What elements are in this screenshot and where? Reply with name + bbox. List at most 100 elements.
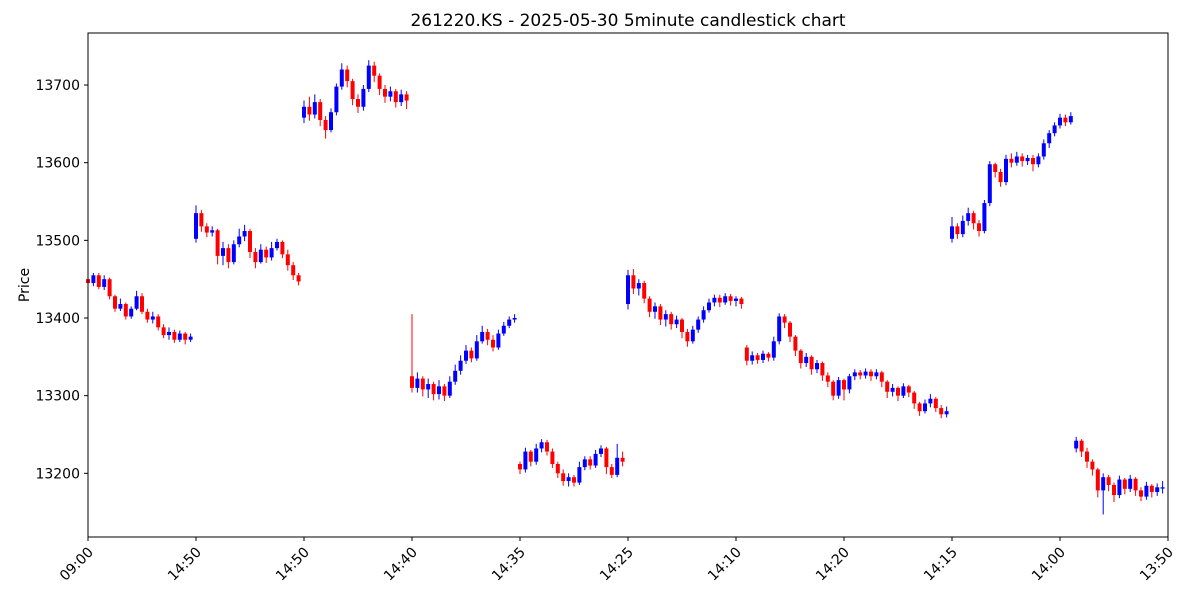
candle-body <box>248 231 252 252</box>
candle-body <box>356 99 360 107</box>
candle-body <box>885 381 890 392</box>
candle-body <box>1025 158 1030 162</box>
candle-body <box>204 226 209 233</box>
candle-body <box>226 248 231 263</box>
candle-body <box>966 213 971 221</box>
candle-body <box>782 316 787 323</box>
candle-body <box>815 363 819 370</box>
candle-body <box>1014 156 1019 163</box>
candle-body <box>545 442 549 452</box>
candle-body <box>339 69 344 87</box>
candle-body <box>420 378 425 390</box>
candle-body <box>771 341 776 358</box>
candle-body <box>318 102 323 120</box>
candle-body <box>210 230 215 233</box>
candle-body <box>626 275 630 305</box>
candle-body <box>690 329 695 342</box>
candle-body <box>572 477 576 483</box>
candle-body <box>123 304 128 317</box>
candle-body <box>91 275 96 284</box>
candle-body <box>534 448 539 462</box>
candle-body <box>518 464 522 470</box>
candle-body <box>485 331 490 340</box>
candle-body <box>761 353 765 360</box>
candle-body <box>145 311 150 320</box>
candle-body <box>442 386 447 396</box>
candle-body <box>669 314 674 325</box>
y-tick-label: 13600 <box>35 156 80 172</box>
candle-body <box>852 372 857 377</box>
candle-body <box>410 376 414 388</box>
candle-body <box>820 363 825 376</box>
candle-body <box>685 331 690 342</box>
candle-body <box>507 319 512 326</box>
candle-body <box>253 251 258 263</box>
y-tick-label: 13300 <box>35 389 80 405</box>
candle-body <box>912 392 917 404</box>
candle-body <box>242 231 247 237</box>
candle-body <box>1036 156 1041 165</box>
candle-body <box>107 279 112 297</box>
candle-body <box>496 333 501 348</box>
candle-body <box>615 457 620 475</box>
candle-body <box>933 398 938 409</box>
candle-body <box>566 477 571 482</box>
candle-body <box>971 213 976 224</box>
candle-body <box>696 319 701 330</box>
candle-body <box>447 381 452 396</box>
candle-body <box>863 371 868 376</box>
candle-body <box>599 448 603 454</box>
candle-body <box>183 333 188 340</box>
candle-body <box>140 296 144 312</box>
candle-body <box>869 371 873 377</box>
candle-body <box>658 306 663 320</box>
y-tick-label: 13500 <box>35 233 80 249</box>
candle-body <box>647 298 652 312</box>
candle-body <box>955 226 960 235</box>
candle-body <box>928 398 933 404</box>
candle-body <box>458 360 463 371</box>
candle-body <box>296 275 301 282</box>
candle-body <box>118 304 123 309</box>
chart-title: 261220.KS - 2025-05-30 5minute candlesti… <box>410 11 846 31</box>
candle-body <box>1009 158 1014 163</box>
candle-body <box>701 310 706 320</box>
candle-body <box>847 376 852 390</box>
candle-body <box>156 316 161 328</box>
candle-body <box>906 386 911 393</box>
x-tick-label: 14:20 <box>813 545 853 585</box>
candle-body <box>1020 156 1025 162</box>
candle-body <box>334 86 339 113</box>
candle-body <box>777 316 782 342</box>
y-tick-label: 13400 <box>35 311 80 327</box>
candle-body <box>734 298 738 301</box>
candle-body <box>766 353 771 358</box>
candle-body <box>809 356 814 370</box>
candle-body <box>469 350 474 359</box>
candle-body <box>96 275 101 287</box>
candle-body <box>728 296 733 301</box>
candle-body <box>150 316 155 320</box>
candle-body <box>1031 158 1035 165</box>
candle-body <box>977 223 981 232</box>
candle-body <box>388 91 393 97</box>
candle-body <box>588 459 593 466</box>
candle-body <box>636 283 641 289</box>
candle-body <box>1149 485 1154 492</box>
x-tick-label: 14:25 <box>597 545 637 585</box>
candle-body <box>842 380 846 390</box>
candle-body <box>1004 158 1008 183</box>
candle-body <box>901 386 906 396</box>
candle-body <box>653 306 657 312</box>
candle-body <box>674 319 679 325</box>
candle-body <box>426 384 431 390</box>
candle-body <box>275 241 279 249</box>
candle-body <box>345 69 350 82</box>
candle-body <box>1139 490 1143 497</box>
x-tick-label: 14:40 <box>381 545 421 585</box>
x-tick-label: 14:50 <box>273 545 313 585</box>
candle-body <box>512 318 517 320</box>
candle-body <box>1133 478 1138 491</box>
candle-body <box>555 464 560 474</box>
candle-body <box>939 408 944 415</box>
